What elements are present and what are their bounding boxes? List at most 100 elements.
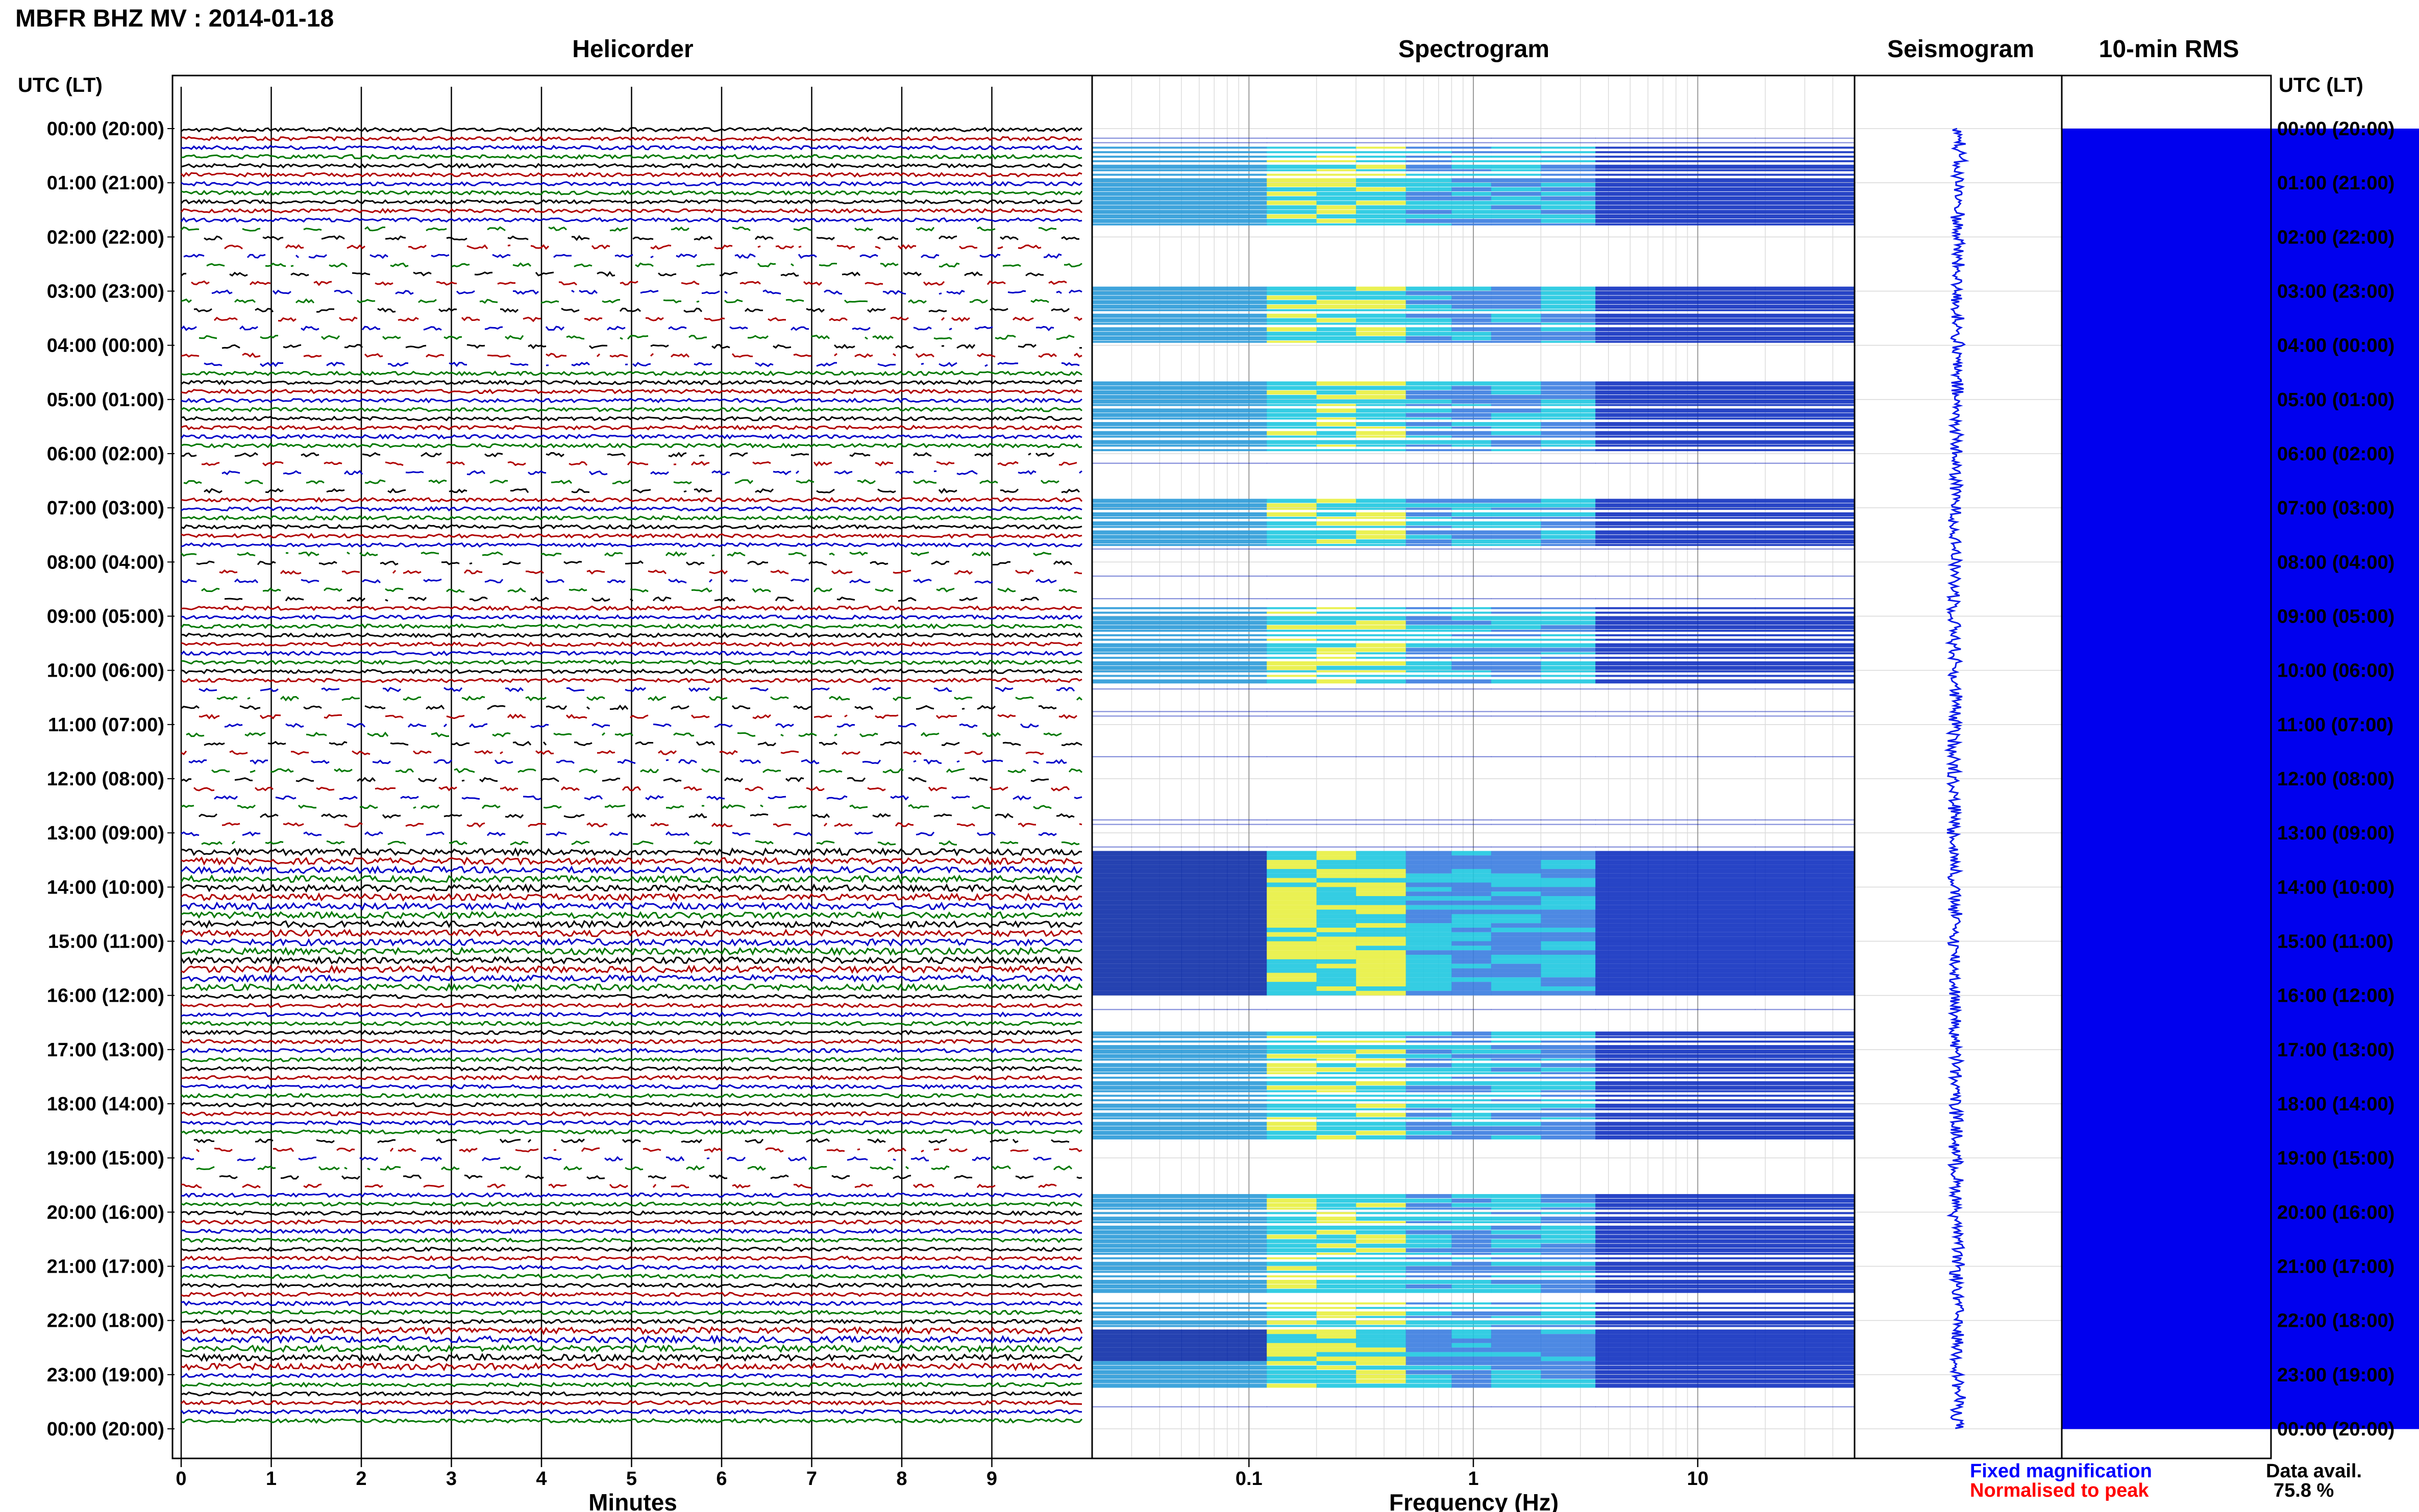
spectrogram-cell xyxy=(1648,973,1698,978)
spectrogram-cell xyxy=(1227,1374,1267,1379)
helicorder-trace-line xyxy=(181,1201,1082,1207)
rms-bar xyxy=(2062,1266,2419,1276)
spectrogram-cell xyxy=(1181,878,1228,883)
spectrogram-cell xyxy=(1805,982,1855,986)
spectrogram-cell xyxy=(1541,661,1596,665)
spectrogram-cell xyxy=(1316,1343,1356,1348)
spectrogram-cell xyxy=(1697,657,1756,659)
spectrogram-cell xyxy=(1131,291,1182,295)
spectrogram-cell xyxy=(1181,1095,1228,1097)
y-tick-left-4: 04:00 (00:00) xyxy=(47,335,164,357)
helicorder-trace-line xyxy=(181,614,1083,621)
spectrogram-cell xyxy=(1541,1117,1596,1120)
spectrogram-cell xyxy=(1181,503,1228,508)
spectrogram-cell xyxy=(1405,435,1452,438)
spectrogram-cell xyxy=(1356,381,1406,386)
spectrogram-cell xyxy=(1181,630,1228,632)
helicorder-trace-line xyxy=(181,190,1083,196)
spectrogram-cell xyxy=(1648,688,1698,690)
spectrogram-cell xyxy=(1491,318,1541,323)
spectrogram-cell xyxy=(1356,1104,1406,1108)
spectrogram-cell xyxy=(1541,756,1596,757)
spectrogram-cell xyxy=(1316,986,1356,991)
spectrogram-cell xyxy=(1131,503,1182,508)
spectrogram-cell xyxy=(1131,661,1182,665)
spectrogram-cell xyxy=(1092,201,1132,205)
helicorder-trace-line xyxy=(181,154,1082,160)
spectrogram-cell xyxy=(1648,394,1698,399)
spectrogram-cell xyxy=(1648,462,1698,464)
spectrogram-cell xyxy=(1595,1207,1648,1210)
spectrogram-cell xyxy=(1648,846,1698,848)
spectrogram-cell xyxy=(1595,205,1648,210)
spectrogram-cell xyxy=(1092,417,1132,420)
spectrogram-cell xyxy=(1405,1063,1452,1068)
spectrogram-cell xyxy=(1131,223,1182,226)
spectrogram-cell xyxy=(1451,1117,1492,1120)
rms-bar xyxy=(2062,173,2419,183)
spectrogram-cell xyxy=(1755,946,1805,951)
spectrogram-cell xyxy=(1595,422,1648,427)
spectrogram-cell xyxy=(1541,1288,1596,1293)
spectrogram-cell xyxy=(1405,1031,1452,1036)
spectrogram-cell xyxy=(1267,1370,1317,1374)
spectrogram-cell xyxy=(1267,652,1317,655)
spectrogram-cell xyxy=(1267,1239,1317,1244)
spectrogram-cell xyxy=(1648,851,1698,856)
spectrogram-cell xyxy=(1405,1275,1452,1278)
spectrogram-cell xyxy=(1092,413,1132,417)
spectrogram-cell xyxy=(1451,1280,1492,1284)
spectrogram-cell xyxy=(1267,499,1317,503)
x-tick-heli-0: 0 xyxy=(176,1468,186,1490)
spectrogram-cell xyxy=(1227,223,1267,226)
spectrogram-cell xyxy=(1755,882,1805,887)
spectrogram-cell xyxy=(1092,932,1132,937)
helicorder-trace-line xyxy=(181,1083,1083,1090)
spectrogram-cell xyxy=(1181,173,1228,176)
rms-title: 10-min RMS xyxy=(2099,36,2239,63)
spectrogram-cell xyxy=(1805,462,1855,464)
spectrogram-cell xyxy=(1181,950,1228,955)
spectrogram-cell xyxy=(1356,399,1406,404)
spectrogram-cell xyxy=(1405,151,1452,154)
spectrogram-cell xyxy=(1541,643,1596,648)
spectrogram-cell xyxy=(1092,1334,1132,1339)
spectrogram-cell xyxy=(1181,919,1228,924)
spectrogram-cell xyxy=(1805,1221,1855,1224)
spectrogram-cell xyxy=(1267,1234,1317,1239)
spectrogram-cell xyxy=(1755,1212,1805,1214)
spectrogram-cell xyxy=(1267,146,1317,149)
spectrogram-cell xyxy=(1131,1085,1182,1090)
spectrogram-cell xyxy=(1092,381,1132,386)
spectrogram-cell xyxy=(1356,688,1406,690)
spectrogram-cell xyxy=(1267,896,1317,901)
spectrogram-cell xyxy=(1595,657,1648,659)
spectrogram-cell xyxy=(1092,905,1132,910)
spectrogram-cell xyxy=(1131,905,1182,910)
spectrogram-cell xyxy=(1541,440,1596,444)
spectrogram-cell xyxy=(1697,323,1756,325)
spectrogram-cell xyxy=(1541,575,1596,577)
helicorder-trace-line xyxy=(180,208,1082,214)
spectrogram-cell xyxy=(1755,526,1805,528)
spectrogram-cell xyxy=(1405,900,1452,905)
spectrogram-cell xyxy=(1491,1320,1541,1325)
helicorder-x-label: Minutes xyxy=(588,1489,677,1512)
spectrogram-cell xyxy=(1648,196,1698,201)
spectrogram-cell xyxy=(1356,661,1406,665)
rms-bar xyxy=(2062,1302,2419,1312)
spectrogram-cell xyxy=(1405,652,1452,655)
spectrogram-cell xyxy=(1491,1095,1541,1097)
rms-bar xyxy=(2062,291,2419,301)
spectrogram-cell xyxy=(1092,963,1132,969)
spectrogram-cell xyxy=(1356,1131,1406,1135)
spectrogram-cell xyxy=(1541,210,1596,214)
spectrogram-cell xyxy=(1092,156,1132,158)
spectrogram-cell xyxy=(1541,873,1596,878)
rms-bar xyxy=(2062,760,2419,770)
helicorder-trace-line xyxy=(199,713,1077,720)
spectrogram-cell xyxy=(1356,160,1406,162)
spectrogram-cell xyxy=(1267,156,1317,158)
spectrogram-cell xyxy=(1131,1225,1182,1230)
spectrogram-cell xyxy=(1227,1122,1267,1126)
